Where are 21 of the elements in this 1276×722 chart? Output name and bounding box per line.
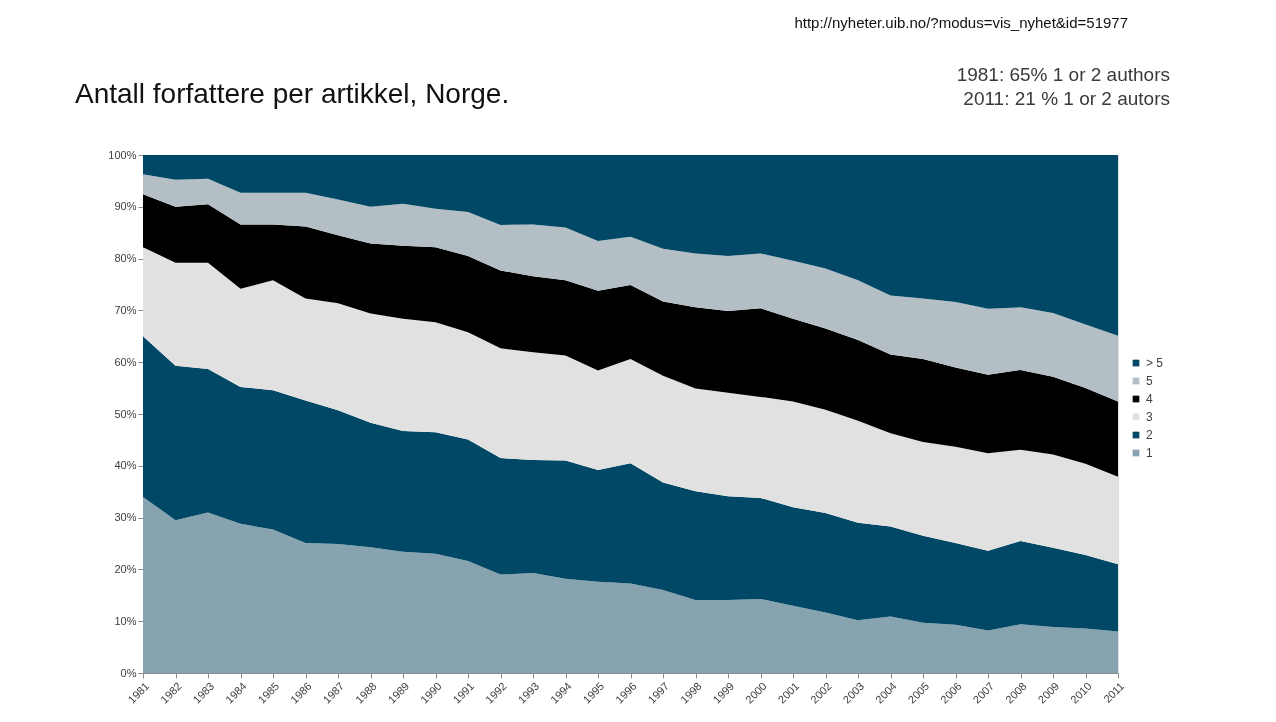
y-tick-label: 100% bbox=[108, 148, 137, 161]
text: http://nyheter.uib.no/?modus=vis_nyhet&id=51977 bbox=[794, 14, 1128, 31]
y-tick-label: 10% bbox=[114, 614, 137, 627]
y-tick-label: 30% bbox=[114, 511, 137, 524]
y-tick-label: 40% bbox=[114, 459, 137, 472]
y-tick-label: 70% bbox=[114, 303, 137, 316]
legend-label: 1 bbox=[1146, 446, 1153, 461]
legend-label: 2 bbox=[1146, 428, 1153, 443]
text: 2011: 21 % 1 or 2 autors bbox=[963, 88, 1170, 109]
legend-label: 4 bbox=[1146, 392, 1153, 407]
y-tick-label: 0% bbox=[120, 666, 137, 679]
legend-label: 5 bbox=[1146, 374, 1153, 389]
legend-label: > 5 bbox=[1146, 356, 1164, 371]
y-tick-label: 20% bbox=[114, 562, 137, 575]
y-tick-label: 90% bbox=[114, 200, 137, 213]
y-tick-label: 60% bbox=[114, 355, 137, 368]
chart-title: Antall forfattere per artikkel, Norge. bbox=[75, 78, 510, 109]
text: 1981: 65% 1 or 2 authors bbox=[956, 64, 1170, 85]
legend-label: 3 bbox=[1146, 410, 1153, 425]
y-tick-label: 50% bbox=[114, 407, 137, 420]
y-tick-label: 80% bbox=[114, 252, 137, 265]
